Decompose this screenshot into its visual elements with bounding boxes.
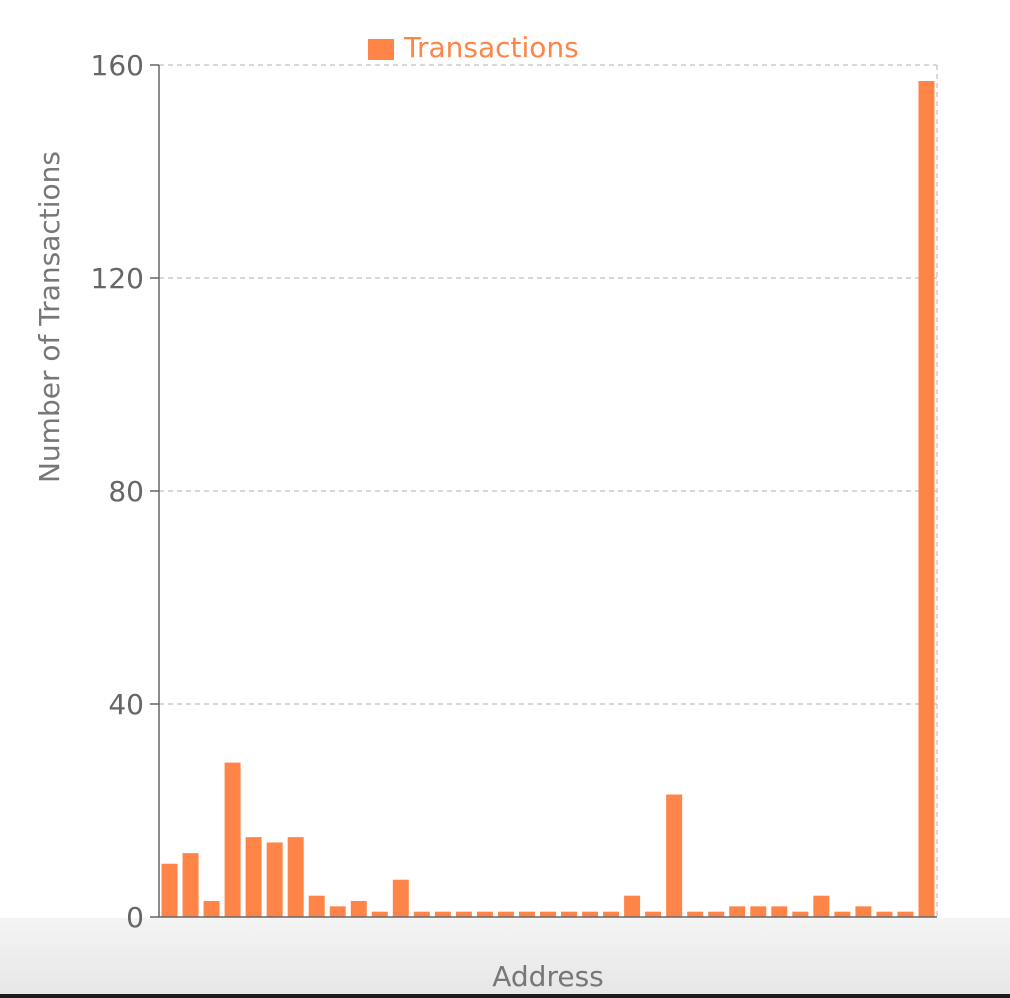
bar[interactable]: [666, 795, 682, 917]
y-tick-label: 80: [108, 475, 144, 508]
bar[interactable]: [729, 906, 745, 917]
bar[interactable]: [834, 912, 850, 917]
bar[interactable]: [687, 912, 703, 917]
grid-lines: [159, 65, 937, 917]
bar[interactable]: [645, 912, 661, 917]
bar[interactable]: [498, 912, 514, 917]
bar[interactable]: [225, 763, 241, 917]
bar[interactable]: [330, 906, 346, 917]
bar[interactable]: [876, 912, 892, 917]
bar[interactable]: [771, 906, 787, 917]
bar[interactable]: [393, 880, 409, 917]
bar[interactable]: [603, 912, 619, 917]
bar[interactable]: [792, 912, 808, 917]
bar[interactable]: [351, 901, 367, 917]
bar[interactable]: [519, 912, 535, 917]
y-tick-label: 0: [126, 901, 144, 934]
bar[interactable]: [183, 853, 199, 917]
y-tick-labels: 0 40 80 120 160: [91, 49, 159, 934]
bar[interactable]: [372, 912, 388, 917]
bar[interactable]: [540, 912, 556, 917]
bar[interactable]: [897, 912, 913, 917]
x-axis-title: Address: [492, 960, 604, 993]
bar[interactable]: [561, 912, 577, 917]
legend-swatch: [368, 39, 394, 60]
bar[interactable]: [309, 896, 325, 917]
y-tick-label: 40: [108, 688, 144, 721]
bar[interactable]: [582, 912, 598, 917]
bar[interactable]: [414, 912, 430, 917]
legend[interactable]: Transactions: [368, 31, 579, 64]
y-axis-title: Number of Transactions: [33, 151, 66, 483]
bar[interactable]: [855, 906, 871, 917]
bar[interactable]: [435, 912, 451, 917]
bar[interactable]: [918, 81, 934, 917]
y-tick-label: 120: [91, 262, 144, 295]
bar[interactable]: [456, 912, 472, 917]
bar[interactable]: [813, 896, 829, 917]
bar[interactable]: [624, 896, 640, 917]
bar[interactable]: [288, 837, 304, 917]
bar[interactable]: [267, 842, 283, 917]
legend-label: Transactions: [403, 31, 579, 64]
bar[interactable]: [162, 864, 178, 917]
bar[interactable]: [477, 912, 493, 917]
bar[interactable]: [246, 837, 262, 917]
bar[interactable]: [204, 901, 220, 917]
bar[interactable]: [750, 906, 766, 917]
y-tick-label: 160: [91, 49, 144, 82]
bar[interactable]: [708, 912, 724, 917]
bars: [162, 81, 935, 917]
